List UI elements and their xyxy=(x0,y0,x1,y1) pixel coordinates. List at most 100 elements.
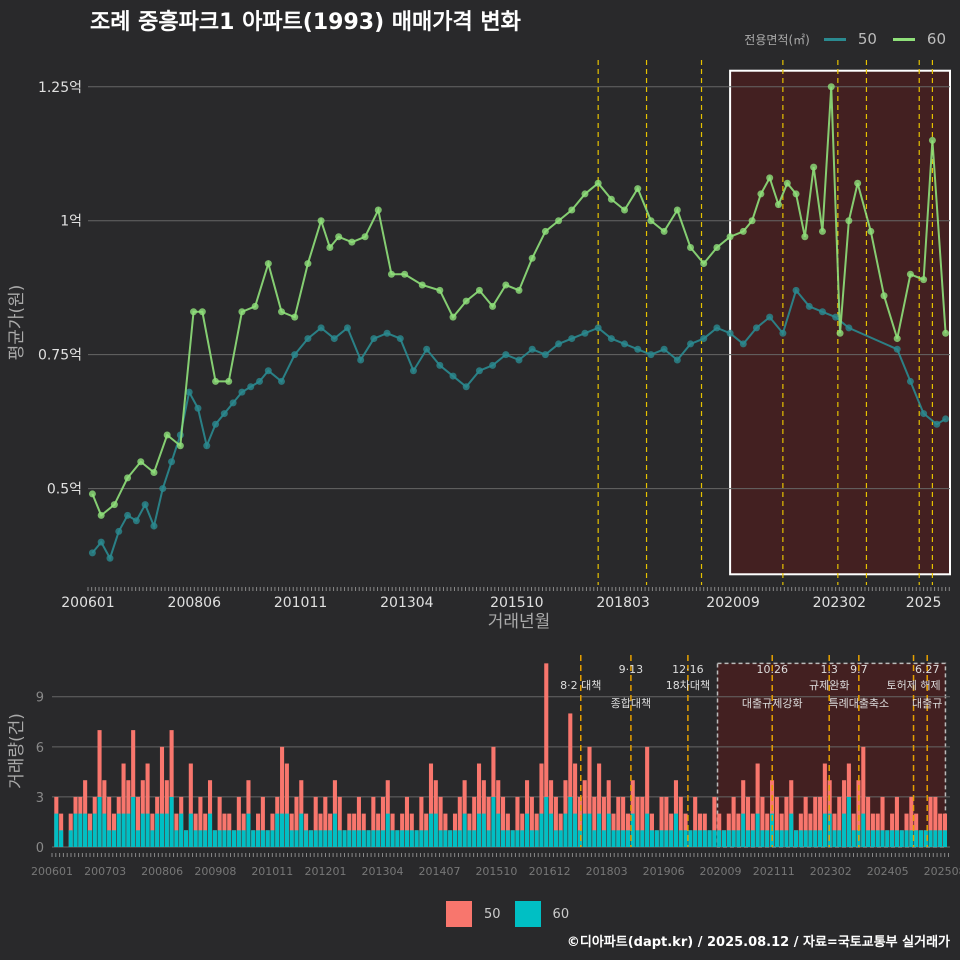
data-point-50 xyxy=(462,383,470,391)
bar-50 xyxy=(294,796,299,847)
bar-60 xyxy=(159,813,165,847)
bar-60 xyxy=(918,830,923,847)
bar-60 xyxy=(515,830,520,847)
bar-60 xyxy=(837,830,842,847)
data-point-50 xyxy=(752,324,760,332)
bar-60 xyxy=(712,830,717,847)
data-point-60 xyxy=(304,260,312,268)
event-date: 12·16 xyxy=(672,663,704,676)
bar-60 xyxy=(111,830,117,847)
x-tick-label: 201201 xyxy=(305,865,347,878)
y-tick-label: 1억 xyxy=(60,214,82,230)
bar-50 xyxy=(428,763,434,847)
bar-60 xyxy=(496,813,501,847)
y-tick-label: 6 xyxy=(36,741,44,756)
bar-50 xyxy=(693,796,698,847)
bar-60 xyxy=(933,830,938,847)
data-point-60 xyxy=(124,474,132,482)
x-tick-label: 200703 xyxy=(84,865,126,878)
bar-60 xyxy=(428,813,434,847)
data-point-60 xyxy=(607,195,615,203)
bar-60 xyxy=(131,796,136,847)
bar-50 xyxy=(573,763,578,847)
data-point-50 xyxy=(660,345,668,353)
bar-60 xyxy=(395,830,400,847)
bar-60 xyxy=(217,830,222,847)
bar-60 xyxy=(784,830,789,847)
bar-60 xyxy=(491,796,496,847)
bar-60 xyxy=(289,830,294,847)
bar-60 xyxy=(842,813,847,847)
bar-60 xyxy=(102,813,107,847)
bar-60 xyxy=(448,830,453,847)
bar-60 xyxy=(645,813,650,847)
bar-60 xyxy=(140,813,145,847)
bar-50 xyxy=(717,813,722,847)
data-point-50 xyxy=(247,383,255,391)
bar-50 xyxy=(765,813,770,847)
bar-60 xyxy=(726,830,731,847)
data-point-60 xyxy=(251,302,259,310)
bar-50 xyxy=(808,813,813,847)
data-point-50 xyxy=(343,324,351,332)
data-point-50 xyxy=(436,361,444,369)
data-point-50 xyxy=(555,340,563,348)
bar-50 xyxy=(256,813,261,847)
bar-50 xyxy=(928,796,933,847)
data-point-50 xyxy=(304,335,312,343)
bar-50 xyxy=(616,796,621,847)
data-point-60 xyxy=(713,244,721,251)
legend-swatch-50 xyxy=(446,901,472,927)
data-point-50 xyxy=(383,329,391,337)
bar-50 xyxy=(880,796,885,847)
bar-50 xyxy=(409,813,414,847)
bar-60 xyxy=(390,830,395,847)
bar-50 xyxy=(678,796,683,847)
bar-50 xyxy=(837,796,842,847)
bar-60 xyxy=(419,830,424,847)
y-tick-label: 1.25억 xyxy=(38,80,82,96)
volume-legend: 50 60 xyxy=(446,901,583,927)
bar-60 xyxy=(380,830,385,847)
bar-60 xyxy=(890,830,895,847)
bar-60 xyxy=(866,830,871,847)
data-point-50 xyxy=(449,372,457,380)
bar-60 xyxy=(265,830,270,847)
data-point-60 xyxy=(278,308,286,316)
bar-60 xyxy=(678,830,683,847)
bar-50 xyxy=(645,746,650,847)
data-point-50 xyxy=(502,351,510,359)
bar-50 xyxy=(323,796,328,847)
bar-50 xyxy=(621,796,626,847)
data-point-60 xyxy=(801,233,809,241)
legend-swatch-60 xyxy=(514,901,541,927)
event-label: 대출규 xyxy=(912,697,942,710)
data-point-60 xyxy=(198,308,206,316)
y-tick-label: 0 xyxy=(36,841,44,856)
bar-50 xyxy=(188,763,193,847)
bar-60 xyxy=(688,830,693,847)
bar-60 xyxy=(573,813,578,847)
data-point-60 xyxy=(942,329,950,337)
bar-60 xyxy=(621,830,626,847)
bar-60 xyxy=(280,813,285,847)
bar-60 xyxy=(558,830,563,847)
bar-60 xyxy=(577,830,582,847)
data-point-50 xyxy=(920,410,928,418)
bar-60 xyxy=(529,830,534,847)
bar-50 xyxy=(361,813,366,847)
bar-50 xyxy=(59,813,64,847)
y-tick-label: 0.5억 xyxy=(47,482,82,498)
x-tick-label: 2025 xyxy=(906,595,942,611)
event-label: 특례대출축소 xyxy=(828,697,889,710)
bar-60 xyxy=(880,830,885,847)
bar-60 xyxy=(87,830,92,847)
bar-50 xyxy=(736,813,741,847)
x-tick-label: 202009 xyxy=(706,595,759,611)
data-point-50 xyxy=(805,302,813,310)
data-point-60 xyxy=(660,227,668,235)
bar-50 xyxy=(938,813,943,847)
bar-60 xyxy=(318,830,323,847)
data-point-60 xyxy=(238,308,246,316)
bar-60 xyxy=(337,830,342,847)
